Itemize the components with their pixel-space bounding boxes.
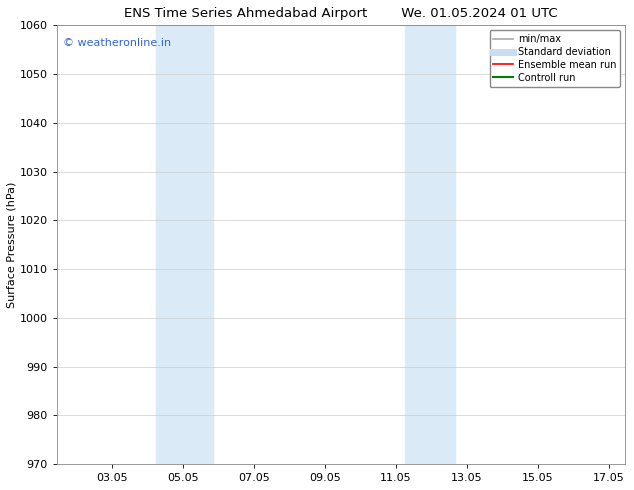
Y-axis label: Surface Pressure (hPa): Surface Pressure (hPa) xyxy=(7,181,17,308)
Bar xyxy=(405,25,455,464)
Legend: min/max, Standard deviation, Ensemble mean run, Controll run: min/max, Standard deviation, Ensemble me… xyxy=(489,30,620,87)
Bar xyxy=(157,25,213,464)
Text: © weatheronline.in: © weatheronline.in xyxy=(63,38,171,49)
Title: ENS Time Series Ahmedabad Airport        We. 01.05.2024 01 UTC: ENS Time Series Ahmedabad Airport We. 01… xyxy=(124,7,558,20)
